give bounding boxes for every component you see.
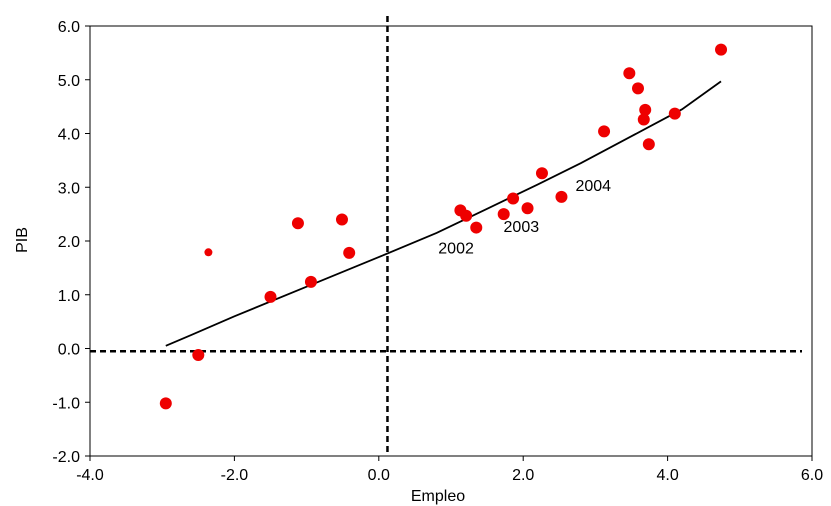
data-point — [668, 107, 681, 120]
data-point — [192, 348, 205, 361]
y-tick-label: 0.0 — [58, 342, 80, 359]
trend-line-group — [165, 80, 722, 347]
data-point — [264, 290, 277, 303]
y-tick-label: 3.0 — [58, 180, 80, 197]
x-tick-label: 0.0 — [368, 467, 390, 484]
data-point — [521, 202, 534, 215]
annotation-label: 2003 — [504, 219, 540, 236]
data-point — [204, 248, 213, 257]
y-tick-label: -2.0 — [52, 449, 80, 466]
data-point — [623, 67, 636, 80]
reference-lines — [90, 16, 802, 456]
y-tick-label: 5.0 — [58, 73, 80, 90]
data-point — [555, 190, 568, 203]
data-point — [159, 397, 172, 410]
annotation-label: 2002 — [438, 241, 474, 258]
data-point — [507, 192, 520, 205]
y-tick-label: 6.0 — [58, 19, 80, 36]
x-tick-label: 2.0 — [512, 467, 534, 484]
y-tick-label: 1.0 — [58, 288, 80, 305]
data-point — [470, 221, 483, 234]
data-point — [637, 113, 650, 126]
y-tick-label: 4.0 — [58, 127, 80, 144]
x-axis-title: Empleo — [411, 488, 465, 505]
trend-line — [165, 80, 722, 347]
data-point — [335, 213, 348, 226]
x-tick-label: -2.0 — [221, 467, 249, 484]
data-point — [460, 209, 473, 222]
data-point — [291, 217, 304, 230]
data-point — [343, 246, 356, 259]
y-tick-label: -1.0 — [52, 395, 80, 412]
data-point — [642, 138, 655, 151]
annotations: 2002 2003 2004 — [438, 178, 611, 258]
x-tick-label: -4.0 — [76, 467, 104, 484]
plot-axes: -2.0-1.00.01.02.03.04.05.06.0-4.0 -2.0 0.0… — [52, 19, 823, 484]
data-point — [598, 125, 611, 138]
data-points — [159, 43, 728, 410]
x-tick-label: 4.0 — [656, 467, 678, 484]
data-point — [497, 208, 510, 221]
x-tick-label: 6.0 — [801, 467, 823, 484]
y-axis-title: PIB — [14, 227, 31, 253]
data-point — [535, 167, 548, 180]
y-tick-label: 2.0 — [58, 234, 80, 251]
data-point — [639, 103, 652, 116]
data-point — [304, 275, 317, 288]
data-point — [631, 82, 644, 95]
data-point — [715, 43, 728, 56]
annotation-label: 2004 — [575, 178, 611, 195]
